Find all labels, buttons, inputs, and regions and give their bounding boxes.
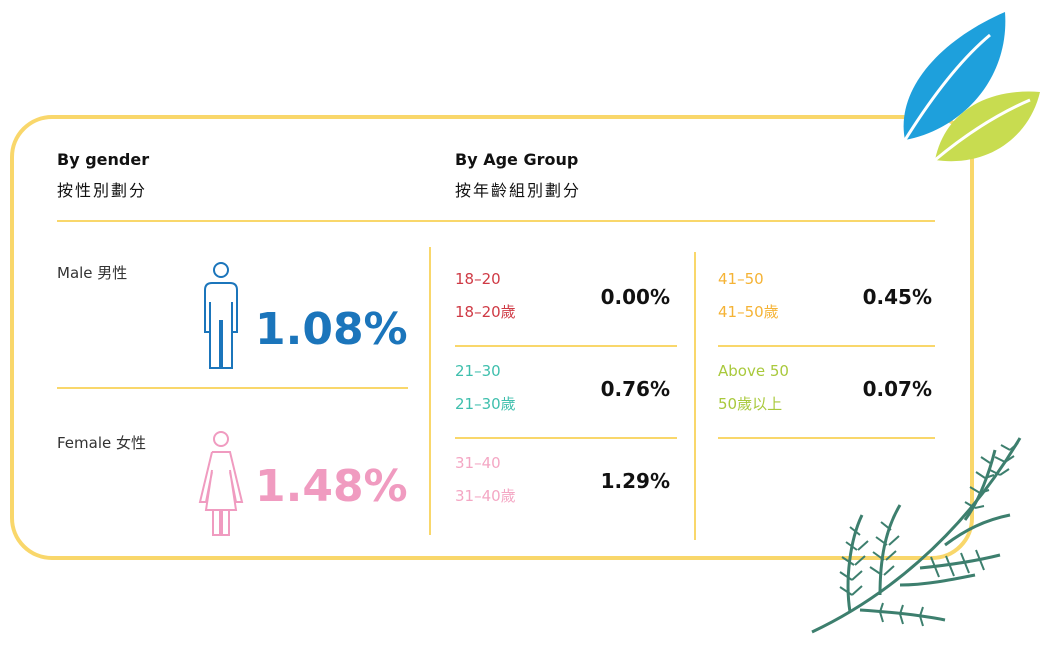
age-value: 0.45%	[863, 285, 932, 309]
age-label: 21–30	[455, 362, 501, 380]
age-label-zh: 21–30歲	[455, 395, 516, 413]
age-label-zh: 18–20歲	[455, 303, 516, 321]
fern	[812, 438, 1020, 632]
male-icon	[205, 263, 237, 368]
age-label: 18–20	[455, 270, 501, 288]
section-title-zh: 按性別劃分	[57, 181, 147, 200]
female-label: Female 女性	[57, 434, 146, 452]
section-title: By Age Group	[455, 150, 578, 169]
fern-leaflets	[840, 443, 1018, 626]
age-value: 1.29%	[601, 469, 670, 493]
infographic: By gender 按性別劃分 By Age Group 按年齡組別劃分 Mal…	[0, 0, 1043, 661]
age-label-zh: 41–50歲	[718, 303, 779, 321]
female-icon	[200, 432, 242, 535]
age-label: 41–50	[718, 270, 764, 288]
female-value: 1.48%	[255, 461, 408, 512]
age-label: 31–40	[455, 454, 501, 472]
male-label: Male 男性	[57, 264, 127, 282]
age-label-zh: 50歲以上	[718, 395, 782, 413]
age-value: 0.07%	[863, 377, 932, 401]
male-value: 1.08%	[255, 304, 408, 355]
section-title-zh: 按年齡組別劃分	[455, 181, 581, 200]
age-label-zh: 31–40歲	[455, 487, 516, 505]
section-title: By gender	[57, 150, 149, 169]
age-value: 0.76%	[601, 377, 670, 401]
age-label: Above 50	[718, 362, 789, 380]
age-value: 0.00%	[601, 285, 670, 309]
